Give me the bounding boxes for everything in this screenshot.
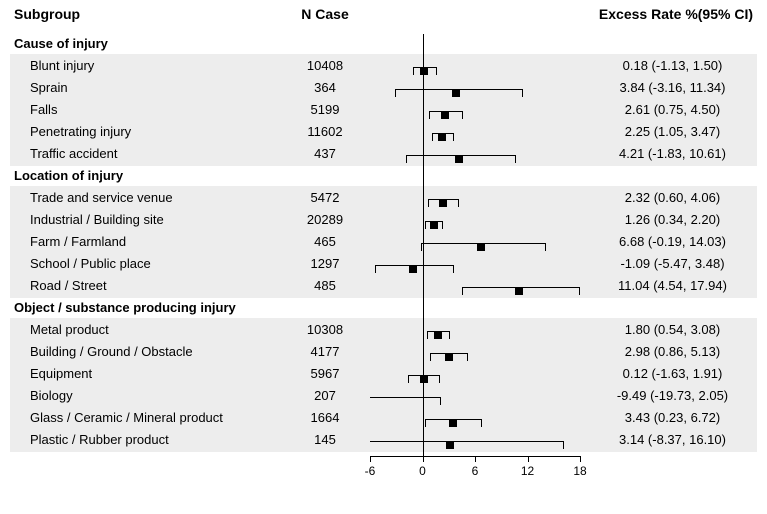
row-ncase: 207 <box>290 388 360 403</box>
row-ci-text: 3.84 (-3.16, 11.34) <box>590 80 755 95</box>
row-label: Trade and service venue <box>30 190 173 205</box>
axis-tick-label: 0 <box>419 464 426 478</box>
row-ci-text: 0.18 (-1.13, 1.50) <box>590 58 755 73</box>
data-row: Metal product 10308 1.80 (0.54, 3.08) <box>0 320 767 342</box>
row-ci-text: 3.43 (0.23, 6.72) <box>590 410 755 425</box>
group-title: Object / substance producing injury <box>14 300 236 315</box>
data-row: Equipment 5967 0.12 (-1.63, 1.91) <box>0 364 767 386</box>
row-label: Road / Street <box>30 278 107 293</box>
data-row: Industrial / Building site 20289 1.26 (0.3… <box>0 210 767 232</box>
row-label: Falls <box>30 102 57 117</box>
row-label: Blunt injury <box>30 58 94 73</box>
row-label: Sprain <box>30 80 68 95</box>
axis-tick <box>528 456 529 462</box>
data-row: Sprain 364 3.84 (-3.16, 11.34) <box>0 78 767 100</box>
row-ncase: 5967 <box>290 366 360 381</box>
data-row: Farm / Farmland 465 6.68 (-0.19, 14.03) <box>0 232 767 254</box>
header-ncase: N Case <box>290 6 360 22</box>
row-label: Building / Ground / Obstacle <box>30 344 193 359</box>
row-ncase: 1297 <box>290 256 360 271</box>
row-ncase: 20289 <box>290 212 360 227</box>
row-ci-text: 2.32 (0.60, 4.06) <box>590 190 755 205</box>
row-ci-text: 2.98 (0.86, 5.13) <box>590 344 755 359</box>
row-ncase: 145 <box>290 432 360 447</box>
data-row: Falls 5199 2.61 (0.75, 4.50) <box>0 100 767 122</box>
data-row: Glass / Ceramic / Mineral product 1664 3.4… <box>0 408 767 430</box>
row-ncase: 11602 <box>290 124 360 139</box>
row-label: Glass / Ceramic / Mineral product <box>30 410 223 425</box>
data-row: Road / Street 485 11.04 (4.54, 17.94) <box>0 276 767 298</box>
axis-tick-label: 12 <box>521 464 534 478</box>
data-row: Penetrating injury 11602 2.25 (1.05, 3.47) <box>0 122 767 144</box>
row-ncase: 5472 <box>290 190 360 205</box>
row-ncase: 5199 <box>290 102 360 117</box>
group-title: Location of injury <box>14 168 123 183</box>
row-ci-text: 1.80 (0.54, 3.08) <box>590 322 755 337</box>
row-ncase: 4177 <box>290 344 360 359</box>
row-ci-text: 0.12 (-1.63, 1.91) <box>590 366 755 381</box>
data-row: Blunt injury 10408 0.18 (-1.13, 1.50) <box>0 56 767 78</box>
row-label: Plastic / Rubber product <box>30 432 169 447</box>
header-excess: Excess Rate %(95% CI) <box>599 6 753 22</box>
axis-tick-label: 6 <box>472 464 479 478</box>
group-header-row: Object / substance producing injury <box>0 298 767 320</box>
row-ci-text: 3.14 (-8.37, 16.10) <box>590 432 755 447</box>
row-ncase: 10308 <box>290 322 360 337</box>
row-ci-text: -9.49 (-19.73, 2.05) <box>590 388 755 403</box>
forest-plot-container: Subgroup N Case Excess Rate %(95% CI) Ca… <box>0 0 767 514</box>
x-axis: -6061218 <box>370 456 580 486</box>
row-ncase: 364 <box>290 80 360 95</box>
row-ci-text: 11.04 (4.54, 17.94) <box>590 278 755 293</box>
row-label: Biology <box>30 388 73 403</box>
row-ncase: 485 <box>290 278 360 293</box>
data-row: Trade and service venue 5472 2.32 (0.60, 4… <box>0 188 767 210</box>
axis-tick <box>475 456 476 462</box>
data-row: Traffic accident 437 4.21 (-1.83, 10.61) <box>0 144 767 166</box>
row-ncase: 465 <box>290 234 360 249</box>
axis-tick <box>580 456 581 462</box>
data-row: Building / Ground / Obstacle 4177 2.98 (0.… <box>0 342 767 364</box>
row-label: Metal product <box>30 322 109 337</box>
row-label: Industrial / Building site <box>30 212 164 227</box>
row-ci-text: 6.68 (-0.19, 14.03) <box>590 234 755 249</box>
group-title: Cause of injury <box>14 36 108 51</box>
row-ncase: 437 <box>290 146 360 161</box>
axis-tick <box>370 456 371 462</box>
row-ci-text: -1.09 (-5.47, 3.48) <box>590 256 755 271</box>
row-label: School / Public place <box>30 256 151 271</box>
row-ci-text: 1.26 (0.34, 2.20) <box>590 212 755 227</box>
row-ncase: 10408 <box>290 58 360 73</box>
data-row: Biology 207 -9.49 (-19.73, 2.05) <box>0 386 767 408</box>
row-label: Farm / Farmland <box>30 234 126 249</box>
header-subgroup: Subgroup <box>14 6 80 22</box>
axis-tick-label: 18 <box>573 464 586 478</box>
row-ci-text: 4.21 (-1.83, 10.61) <box>590 146 755 161</box>
row-label: Traffic accident <box>30 146 117 161</box>
axis-tick <box>423 456 424 462</box>
row-ncase: 1664 <box>290 410 360 425</box>
data-row: School / Public place 1297 -1.09 (-5.47, 3… <box>0 254 767 276</box>
group-header-row: Location of injury <box>0 166 767 188</box>
row-label: Penetrating injury <box>30 124 131 139</box>
row-ci-text: 2.25 (1.05, 3.47) <box>590 124 755 139</box>
row-ci-text: 2.61 (0.75, 4.50) <box>590 102 755 117</box>
group-header-row: Cause of injury <box>0 34 767 56</box>
row-label: Equipment <box>30 366 92 381</box>
axis-tick-label: -6 <box>365 464 376 478</box>
data-row: Plastic / Rubber product 145 3.14 (-8.37, … <box>0 430 767 452</box>
